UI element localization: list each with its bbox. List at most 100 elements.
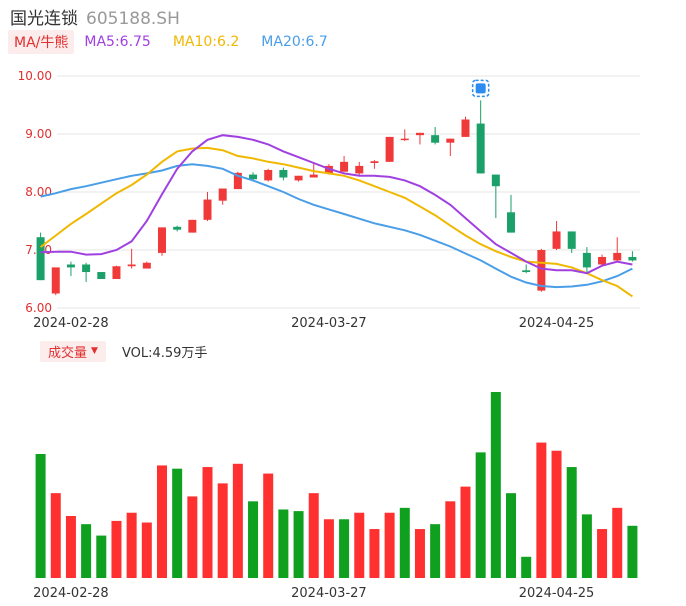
candle-body	[249, 174, 258, 180]
y-tick-label: 8.00	[25, 185, 52, 199]
volume-bar	[293, 511, 304, 578]
candle-body	[370, 161, 379, 163]
candle-body	[309, 174, 318, 178]
candle-body	[233, 172, 242, 190]
candle-body	[66, 264, 75, 268]
candle-body	[461, 119, 470, 137]
volume-bar	[156, 465, 167, 578]
volume-bar	[141, 522, 152, 578]
volume-bar	[551, 450, 562, 578]
volume-bar	[414, 529, 425, 578]
candle-body	[82, 264, 91, 273]
candle-body	[279, 169, 288, 178]
volume-bar	[521, 556, 532, 578]
volume-tag-label: 成交量	[48, 345, 88, 361]
volume-bar	[50, 493, 61, 578]
volume-bar	[384, 512, 395, 578]
candle-body	[36, 237, 45, 281]
y-tick-label: 6.00	[25, 301, 52, 315]
candle-body	[264, 169, 273, 181]
ma5-line	[40, 134, 633, 275]
volume-bar	[263, 473, 274, 578]
volume-bar	[308, 493, 319, 578]
x-date-label: 2024-02-28	[33, 316, 109, 331]
flag-icon-fill	[475, 83, 486, 94]
volume-bar	[460, 486, 471, 578]
candle-body	[188, 219, 197, 233]
volume-bar	[172, 468, 183, 578]
volume-bar	[597, 529, 608, 578]
volume-bar	[627, 525, 638, 578]
y-tick-label: 9.00	[25, 127, 52, 141]
candle-body	[294, 175, 303, 181]
candle-body	[537, 250, 546, 291]
candle-body	[582, 252, 591, 268]
volume-date-label: 2024-02-28	[33, 586, 109, 601]
x-date-label: 2024-03-27	[291, 316, 367, 331]
stock-header: 国光连锁 605188.SH	[10, 4, 180, 29]
volume-bar	[35, 454, 46, 578]
volume-bar	[506, 493, 517, 578]
candle-body	[127, 264, 136, 267]
candle-body	[355, 165, 364, 174]
candle-body	[613, 252, 622, 261]
volume-bar	[536, 442, 547, 578]
volume-bar	[339, 519, 350, 578]
candle-body	[476, 123, 485, 174]
stock-name: 国光连锁	[10, 9, 78, 29]
x-date-label: 2024-04-25	[519, 316, 595, 331]
volume-bar	[81, 524, 92, 578]
volume-bar	[248, 501, 259, 578]
volume-date-label: 2024-03-27	[291, 586, 367, 601]
candle-body	[507, 212, 516, 233]
candle-body	[142, 262, 151, 269]
candle-body	[491, 174, 500, 187]
volume-bar	[581, 514, 592, 578]
ma20-legend: MA20:6.7	[261, 34, 328, 50]
candle-body	[400, 138, 409, 141]
candle-body	[173, 226, 182, 230]
ma-indicator-selector[interactable]: MA/牛熊	[8, 30, 75, 54]
ma-legend: MA/牛熊 MA5:6.75 MA10:6.2 MA20:6.7	[8, 30, 350, 54]
candle-body	[51, 267, 60, 294]
volume-bar	[111, 520, 122, 578]
volume-bar	[278, 509, 289, 578]
volume-bar	[369, 529, 380, 578]
volume-bar	[612, 507, 623, 578]
volume-bar	[202, 467, 213, 578]
volume-bar	[65, 516, 76, 578]
volume-bar	[323, 519, 334, 578]
candle-body	[567, 231, 576, 249]
candle-body	[340, 161, 349, 172]
ma5-legend: MA5:6.75	[84, 34, 151, 50]
candle-body	[97, 272, 106, 279]
candle-body	[446, 138, 455, 143]
volume-bar	[96, 535, 107, 578]
ma20-line	[40, 163, 633, 289]
volume-bar	[126, 512, 137, 578]
volume-indicator-selector[interactable]: 成交量 ▼	[40, 340, 106, 362]
volume-legend: 成交量 ▼ VOL:4.59万手	[40, 340, 208, 362]
candle-body	[385, 136, 394, 162]
candle-body	[112, 266, 121, 279]
volume-bar	[430, 524, 441, 578]
candle-body	[415, 132, 424, 136]
candle-body	[552, 231, 561, 249]
volume-date-label: 2024-04-25	[519, 586, 595, 601]
candle-body	[522, 270, 531, 273]
candle-body	[203, 199, 212, 220]
ma10-line	[39, 146, 633, 298]
candle-body	[628, 256, 637, 261]
volume-bar	[354, 512, 365, 578]
y-tick-label: 10.00	[18, 69, 52, 83]
volume-bar	[187, 496, 198, 578]
volume-bar	[475, 452, 486, 578]
caret-down-icon: ▼	[91, 346, 98, 356]
volume-bar	[566, 467, 577, 578]
stock-code: 605188.SH	[86, 9, 180, 29]
volume-bar	[232, 463, 243, 578]
candle-body	[431, 135, 440, 143]
ma10-legend: MA10:6.2	[172, 34, 240, 50]
volume-value: VOL:4.59万手	[121, 345, 208, 361]
